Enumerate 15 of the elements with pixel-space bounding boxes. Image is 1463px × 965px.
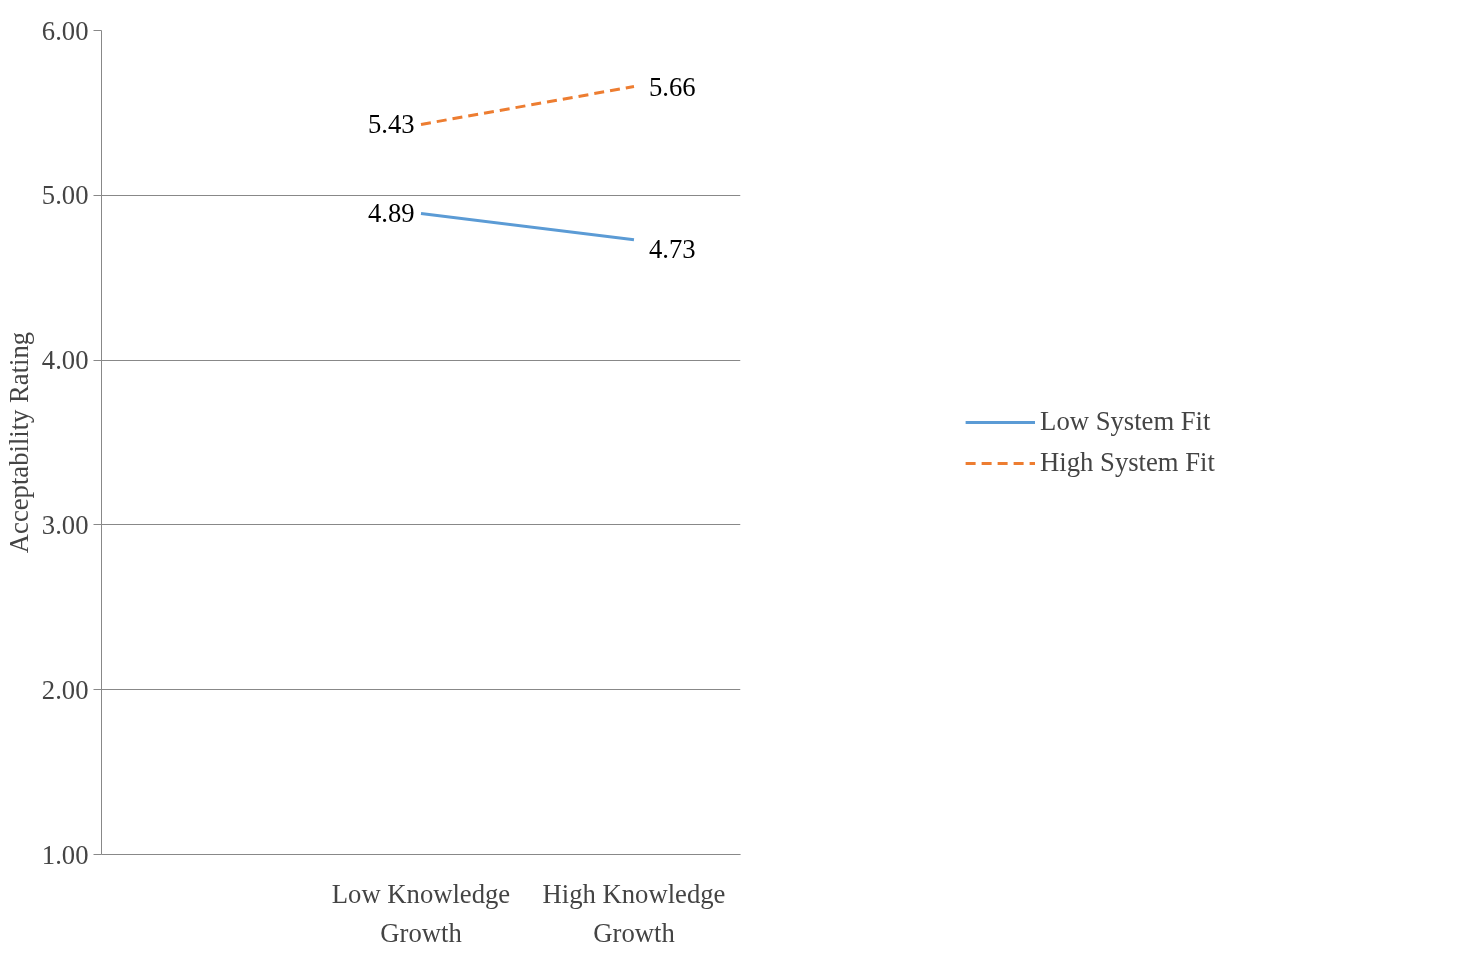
data-label: 5.43 (367, 109, 415, 140)
y-tick-label: 2.00 (41, 674, 89, 705)
y-tick-label: 1.00 (41, 839, 89, 870)
y-tick-label: 6.00 (41, 15, 89, 46)
y-tick-label: 4.00 (41, 345, 89, 376)
y-axis-title: Acceptability Rating (3, 331, 34, 554)
data-label: 5.66 (648, 71, 696, 102)
data-label: 4.89 (367, 198, 415, 229)
x-tick-label: High Knowledge Growth (542, 878, 726, 948)
y-tick-label: 5.00 (41, 180, 89, 211)
y-tick-label: 3.00 (41, 509, 89, 540)
x-tick-label: Low Knowledge Growth (331, 878, 511, 948)
data-label: 4.73 (648, 233, 696, 264)
legend-label: High System Fit (1040, 447, 1215, 478)
legend-label: Low System Fit (1040, 406, 1211, 437)
